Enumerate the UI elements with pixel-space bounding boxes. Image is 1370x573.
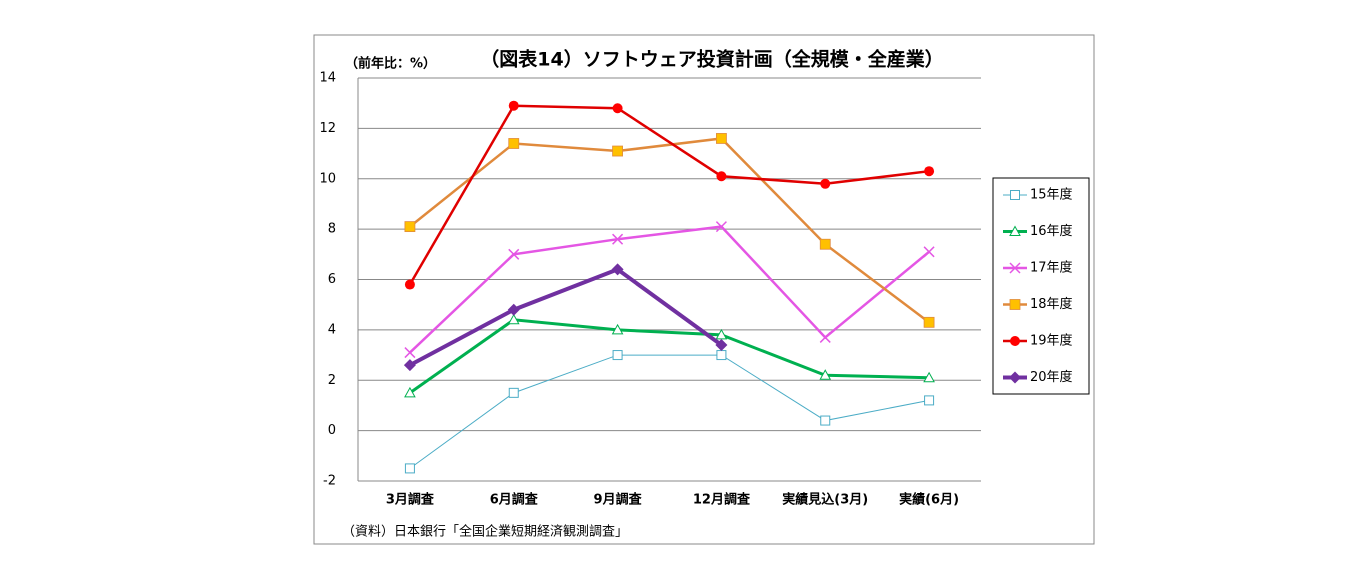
marker (612, 233, 624, 245)
marker (612, 145, 623, 157)
y-tick-label: 14 (319, 71, 336, 86)
marker (924, 166, 935, 177)
series-line (408, 267, 723, 367)
marker (1009, 262, 1021, 274)
series-line (408, 104, 930, 286)
legend-box (992, 177, 1090, 395)
marker (612, 350, 623, 361)
marker (508, 138, 520, 149)
marker (923, 316, 935, 328)
marker (716, 350, 727, 361)
marker (819, 238, 831, 250)
y-axis-label: （前年比：%） (345, 56, 436, 72)
marker (820, 415, 831, 426)
marker (404, 347, 416, 359)
series-line (409, 137, 930, 324)
marker (508, 387, 519, 398)
marker (404, 386, 416, 398)
marker (716, 171, 727, 182)
y-tick-label: 0 (328, 423, 336, 438)
legend-label: 17年度 (1030, 260, 1073, 276)
y-tick-label: 2 (328, 373, 336, 388)
y-tick-label: 4 (328, 322, 336, 337)
marker (715, 221, 727, 233)
marker (404, 279, 415, 290)
y-tick-label: 12 (319, 121, 336, 136)
legend-label: 15年度 (1030, 187, 1073, 203)
marker (612, 103, 623, 114)
marker (924, 395, 935, 406)
source: （資料）日本銀行「全国企業短期経済観測調査」 (342, 524, 628, 540)
marker (1009, 299, 1021, 310)
marker (1009, 225, 1021, 236)
marker (715, 338, 728, 351)
marker (819, 331, 831, 343)
marker (1010, 190, 1020, 200)
legend-label: 18年度 (1030, 296, 1073, 312)
series-line (409, 354, 930, 469)
x-tick-label: 実績(6月) (899, 492, 959, 508)
marker (716, 133, 727, 144)
marker (507, 313, 520, 325)
x-tick-label: 9月調査 (594, 492, 643, 508)
y-tick-label: 10 (319, 171, 336, 186)
series-line (409, 318, 930, 395)
marker (923, 371, 935, 383)
y-tick-label: 8 (328, 222, 336, 237)
y-tick-label: 6 (328, 272, 336, 287)
marker (611, 323, 624, 335)
marker (819, 369, 832, 380)
chart-title: （図表14）ソフトウェア投資計画（全規模・全産業） (480, 48, 943, 71)
legend-label: 19年度 (1030, 333, 1073, 349)
marker (715, 328, 728, 340)
marker (507, 303, 520, 316)
x-tick-label: 6月調査 (490, 492, 539, 508)
chart-frame (313, 34, 1095, 545)
series-line (409, 225, 930, 354)
marker (404, 463, 415, 474)
marker (611, 263, 624, 276)
x-tick-label: 12月調査 (693, 492, 751, 508)
x-tick-label: 3月調査 (386, 492, 435, 508)
marker (1010, 336, 1020, 346)
marker (820, 178, 831, 189)
marker (508, 100, 519, 111)
y-tick-label: -2 (323, 474, 336, 489)
marker (923, 246, 935, 258)
x-tick-label: 実績見込(3月) (782, 492, 868, 508)
legend-label: 16年度 (1030, 223, 1073, 239)
marker (404, 221, 416, 233)
legend-label: 20年度 (1030, 369, 1073, 385)
marker (508, 248, 520, 260)
marker (1009, 371, 1021, 384)
marker (403, 359, 416, 372)
